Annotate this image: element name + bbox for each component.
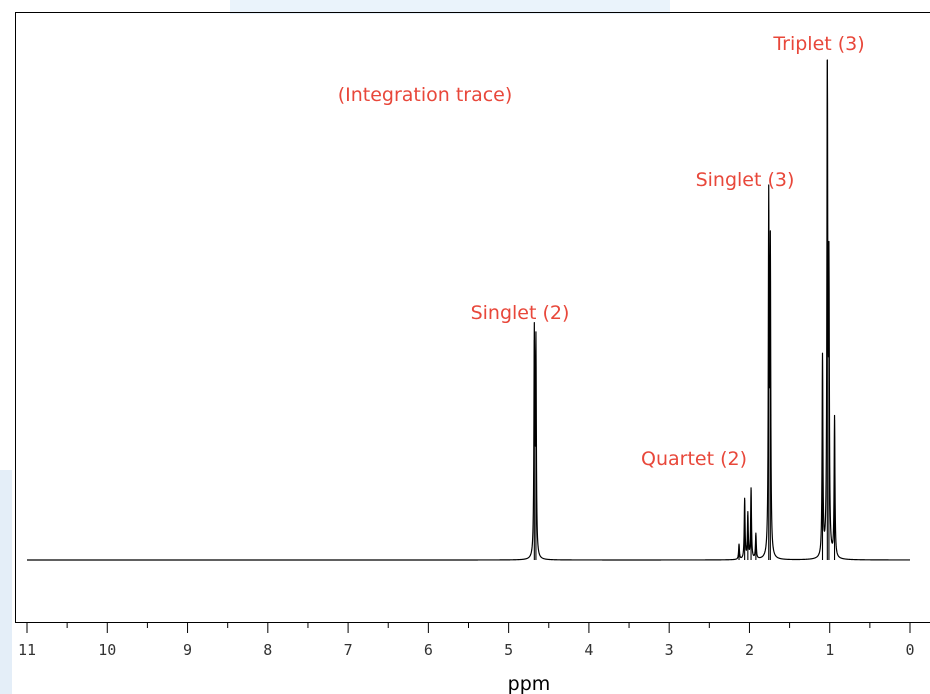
x-tick-label: 8: [263, 641, 272, 659]
x-tick-label: 3: [665, 641, 674, 659]
x-tick-label: 2: [745, 641, 754, 659]
x-tick-label: 4: [584, 641, 593, 659]
x-axis-title: ppm: [508, 673, 551, 694]
annotation-singlet-3: Singlet (3): [696, 169, 795, 191]
x-tick-label: 1: [825, 641, 834, 659]
background-band-left: [0, 470, 12, 694]
annotation-integration-trace: (Integration trace): [338, 84, 513, 106]
x-axis-ticks: [26, 622, 911, 633]
x-tick-label: 5: [504, 641, 513, 659]
x-tick-label: 7: [344, 641, 353, 659]
x-tick-label: 0: [905, 641, 914, 659]
annotation-triplet: Triplet (3): [772, 33, 864, 55]
x-axis-tick-labels: 11 10 9 8 7 6 5 4 3 2 1 0: [18, 641, 915, 659]
background-band-top: [230, 0, 670, 14]
x-tick-label: 10: [98, 641, 116, 659]
x-tick-label: 11: [18, 641, 36, 659]
annotation-singlet-2: Singlet (2): [471, 302, 570, 324]
x-tick-label: 6: [424, 641, 433, 659]
peak-markers: [533, 60, 836, 560]
spectrum-series-line: [26, 59, 911, 561]
x-tick-label: 9: [183, 641, 192, 659]
annotation-quartet: Quartet (2): [641, 448, 747, 470]
